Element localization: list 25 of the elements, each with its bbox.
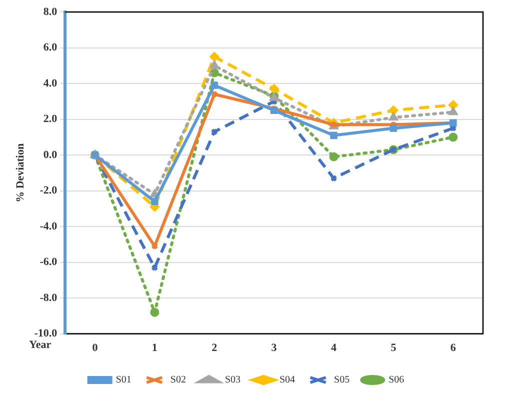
x-tick-label: 6 bbox=[450, 342, 456, 354]
legend-label: S02 bbox=[170, 374, 186, 386]
y-tick-label: -6.0 bbox=[40, 256, 58, 268]
y-tick-label: 0.0 bbox=[43, 148, 58, 161]
legend-label: S06 bbox=[388, 374, 404, 386]
y-tick-label: -2.0 bbox=[40, 184, 58, 197]
x-tick-label: 2 bbox=[212, 342, 218, 354]
x-tick-label: 5 bbox=[390, 342, 397, 354]
y-tick-label: 8.0 bbox=[43, 6, 58, 18]
legend-label: S05 bbox=[334, 374, 350, 386]
legend-label: S04 bbox=[280, 374, 296, 386]
x-tick-label: 4 bbox=[331, 342, 338, 354]
y-axis-title: % Deviation bbox=[14, 143, 26, 202]
x-tick-label: 0 bbox=[92, 342, 98, 354]
legend-label: S01 bbox=[116, 374, 132, 386]
y-tick-label: -10.0 bbox=[34, 328, 58, 340]
y-tick-label: -8.0 bbox=[40, 292, 58, 304]
y-tick-label: 6.0 bbox=[43, 42, 58, 54]
x-axis-title: Year bbox=[29, 339, 52, 352]
legend-label: S03 bbox=[224, 374, 240, 386]
y-tick-label: -4.0 bbox=[40, 220, 58, 232]
x-tick-label: 1 bbox=[152, 342, 158, 354]
y-tick-label: 4.0 bbox=[43, 77, 58, 90]
x-tick-label: 3 bbox=[271, 342, 278, 354]
y-tick-label: 2.0 bbox=[43, 113, 58, 126]
